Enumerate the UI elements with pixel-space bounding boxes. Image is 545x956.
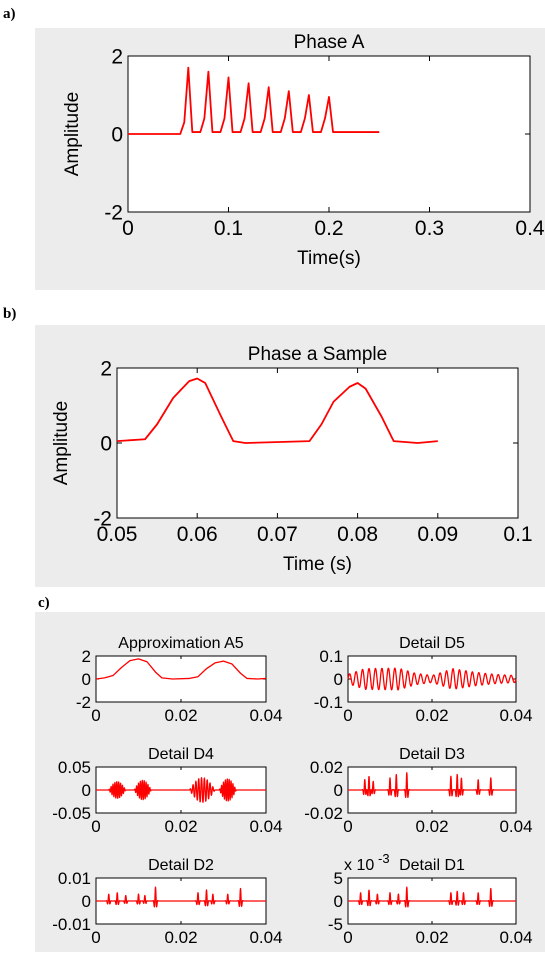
x-tick-label: 0.05 bbox=[97, 523, 138, 546]
series-line-c-d4 bbox=[95, 777, 267, 803]
x-tick-label: 0.4 bbox=[515, 217, 545, 240]
x-tick-label: 0.1 bbox=[503, 523, 532, 546]
y-tick-label: -0.01 bbox=[52, 915, 91, 934]
x-tick-label: 0.04 bbox=[499, 817, 532, 836]
x-tick-label: 0.04 bbox=[249, 817, 282, 836]
y-tick-label: -2 bbox=[93, 507, 112, 530]
chart-title: Phase a Sample bbox=[248, 344, 387, 365]
x-tick-label: 0.02 bbox=[415, 928, 448, 947]
x-tick-label: 0.02 bbox=[164, 928, 197, 947]
x-tick-label: 0 bbox=[91, 706, 100, 725]
x-tick-label: 0.02 bbox=[164, 817, 197, 836]
x-tick-label: 0.02 bbox=[415, 706, 448, 725]
chart-title: Phase A bbox=[294, 32, 365, 53]
series-line-c-d2 bbox=[95, 886, 267, 908]
chart-b: 0.05 0.06 0.07 0.08 0.09 0.1 -2 0 2 Phase a Sampl… bbox=[51, 344, 533, 575]
x-tick-label: 0 bbox=[343, 817, 352, 836]
series-line-c-a5 bbox=[95, 658, 267, 680]
x-tick-label: 0.08 bbox=[337, 523, 378, 546]
chart-title: Detail D4 bbox=[148, 746, 214, 763]
y-tick-label: 0.05 bbox=[58, 758, 91, 777]
x-tick-label: 0.04 bbox=[249, 928, 282, 947]
series-line-b bbox=[116, 377, 438, 444]
chart-title: Approximation A5 bbox=[118, 635, 244, 652]
chart-title: Detail D1 bbox=[399, 857, 465, 874]
plot-area-a bbox=[127, 55, 531, 213]
x-tick-label: 0.06 bbox=[177, 523, 218, 546]
y-tick-label: 0.02 bbox=[310, 758, 343, 777]
x-axis-label: Time (s) bbox=[283, 554, 352, 575]
x-tick-label: 0 bbox=[343, 928, 352, 947]
y-tick-label: 0.01 bbox=[58, 869, 91, 888]
y-tick-label: -5 bbox=[328, 915, 343, 934]
y-tick-label: -0.05 bbox=[52, 804, 91, 823]
chart-title: Detail D5 bbox=[399, 635, 465, 652]
series-line-a bbox=[128, 66, 380, 135]
y-tick-label: 2 bbox=[111, 45, 123, 68]
y-tick-label: -2 bbox=[104, 201, 123, 224]
series-line-c-d5 bbox=[347, 667, 517, 691]
exponent-value: -3 bbox=[378, 851, 390, 866]
chart-title: Detail D2 bbox=[148, 857, 214, 874]
y-tick-label: 2 bbox=[100, 357, 112, 380]
y-tick-label: 0 bbox=[82, 892, 91, 911]
x-tick-label: 0 bbox=[91, 928, 100, 947]
x-tick-label: 0.02 bbox=[415, 817, 448, 836]
x-axis-label: Time(s) bbox=[297, 248, 361, 269]
x-tick-label: 0.1 bbox=[214, 217, 243, 240]
plot-area-b bbox=[116, 367, 519, 519]
series-line-c-d3 bbox=[347, 772, 517, 799]
y-tick-label: 0.1 bbox=[319, 647, 343, 666]
y-axis-label: Amplitude bbox=[62, 92, 83, 177]
x-tick-label: 0.3 bbox=[415, 217, 444, 240]
x-tick-label: 0.09 bbox=[417, 523, 458, 546]
y-tick-label: 0 bbox=[334, 892, 343, 911]
y-tick-label: 5 bbox=[334, 869, 343, 888]
panel-label-b: b) bbox=[3, 306, 16, 322]
series-line-c-d1 bbox=[347, 886, 517, 908]
y-tick-label: 0 bbox=[111, 123, 123, 146]
x-tick-label: 0.04 bbox=[499, 706, 532, 725]
x-tick-label: 0.07 bbox=[257, 523, 298, 546]
exponent-label: x 10 bbox=[344, 857, 374, 874]
panel-label-a: a) bbox=[3, 6, 16, 22]
y-tick-label: 0 bbox=[334, 781, 343, 800]
y-tick-label: 0 bbox=[334, 670, 343, 689]
x-tick-label: 0.2 bbox=[314, 217, 343, 240]
panel-label-c: c) bbox=[38, 595, 50, 611]
x-tick-label: 0 bbox=[122, 217, 134, 240]
x-tick-label: 0.04 bbox=[249, 706, 282, 725]
y-axis-label: Amplitude bbox=[51, 401, 72, 486]
y-tick-label: 0 bbox=[82, 670, 91, 689]
x-tick-label: 0.02 bbox=[164, 706, 197, 725]
x-tick-label: 0 bbox=[91, 817, 100, 836]
y-tick-label: 0 bbox=[82, 781, 91, 800]
y-tick-label: 0 bbox=[100, 432, 112, 455]
chart-title: Detail D3 bbox=[399, 746, 465, 763]
y-tick-label: 2 bbox=[82, 647, 91, 666]
x-tick-label: 0 bbox=[343, 706, 352, 725]
x-tick-label: 0.04 bbox=[499, 928, 532, 947]
y-tick-label: -0.1 bbox=[314, 693, 343, 712]
y-tick-label: -0.02 bbox=[304, 804, 343, 823]
y-tick-label: -2 bbox=[76, 693, 91, 712]
